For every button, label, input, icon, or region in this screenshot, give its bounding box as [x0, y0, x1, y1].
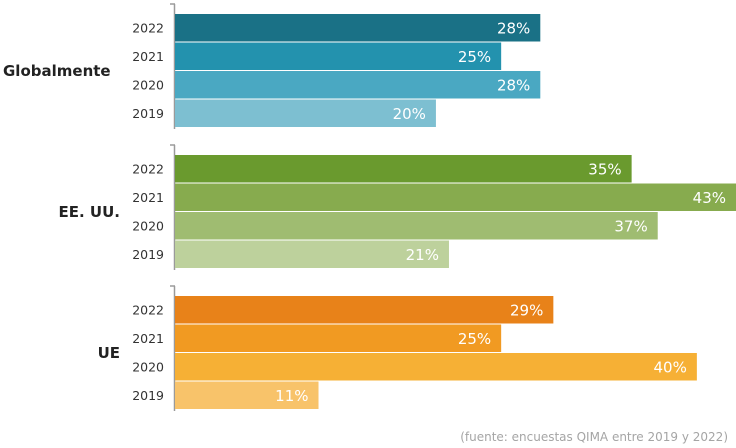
bar-globalmente-2021	[175, 42, 502, 70]
year-label: 2020	[132, 77, 164, 92]
year-label: 2019	[132, 247, 164, 262]
bar-ue-2022	[175, 296, 554, 324]
bar-ee-uu-2019	[175, 240, 449, 268]
year-label: 2022	[132, 161, 164, 176]
value-label: 20%	[393, 105, 426, 123]
bar-ee-uu-2022	[175, 155, 632, 183]
bar-globalmente-2019	[175, 99, 436, 127]
bar-ue-2021	[175, 324, 502, 352]
year-label: 2022	[132, 20, 164, 35]
value-label: 29%	[510, 301, 543, 319]
value-label: 40%	[654, 358, 687, 376]
value-label: 43%	[693, 189, 726, 207]
year-label: 2021	[132, 331, 164, 346]
value-label: 28%	[497, 19, 530, 37]
bar-ue-2020	[175, 353, 697, 381]
value-label: 11%	[275, 387, 308, 405]
group-label-globalmente: Globalmente	[3, 62, 111, 80]
group-label-ue: UE	[98, 344, 120, 362]
year-label: 2019	[132, 106, 164, 121]
value-label: 25%	[458, 330, 491, 348]
year-label: 2021	[132, 49, 164, 64]
year-label: 2020	[132, 359, 164, 374]
year-label: 2022	[132, 302, 164, 317]
bar-globalmente-2022	[175, 14, 541, 42]
bar-ue-2019	[175, 381, 319, 409]
bar-ee-uu-2021	[175, 183, 736, 211]
value-label: 28%	[497, 76, 530, 94]
year-label: 2021	[132, 190, 164, 205]
value-label: 35%	[588, 160, 621, 178]
group-label-ee-uu: EE. UU.	[59, 203, 120, 221]
value-label: 21%	[406, 246, 439, 264]
year-label: 2020	[132, 218, 164, 233]
value-label: 37%	[614, 217, 647, 235]
bar-ee-uu-2020	[175, 212, 658, 240]
value-label: 25%	[458, 48, 491, 66]
year-label: 2019	[132, 388, 164, 403]
source-note: (fuente: encuestas QIMA entre 2019 y 202…	[460, 430, 728, 444]
bar-globalmente-2020	[175, 71, 541, 99]
